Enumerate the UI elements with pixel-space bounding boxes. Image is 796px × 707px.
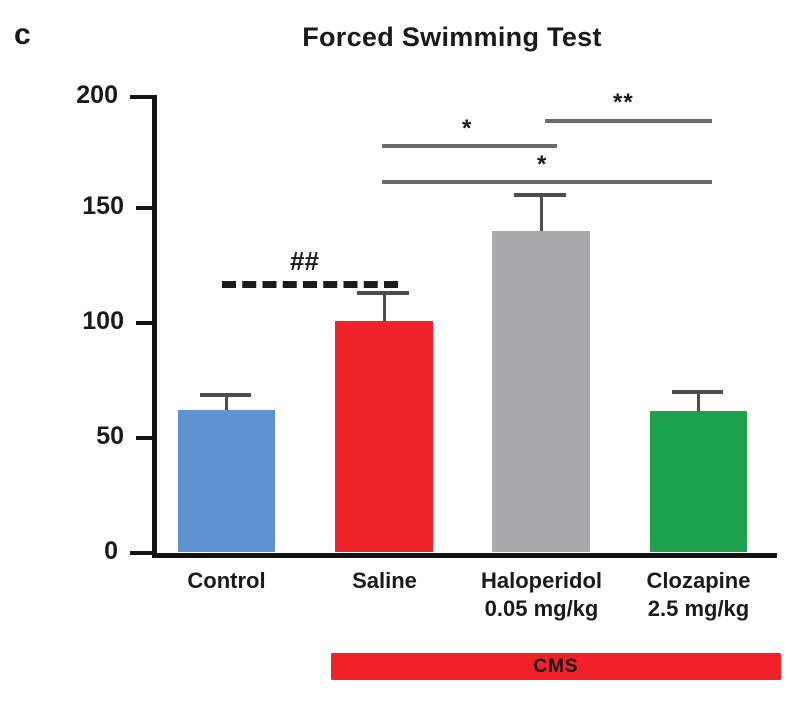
bar-haloperidol xyxy=(492,231,590,552)
x-tick-label-clozapine-line2: 2.5 mg/kg xyxy=(647,596,750,622)
significance-line-saline-clozapine xyxy=(382,180,712,184)
y-tick-0: 0 xyxy=(104,537,153,565)
cms-group-band: CMS xyxy=(331,653,781,680)
y-tick-label-0: 0 xyxy=(104,537,118,565)
y-tick-label-150: 150 xyxy=(82,192,124,220)
bar-control xyxy=(178,410,275,552)
chart-title: Forced Swimming Test xyxy=(302,22,602,52)
error-bar-cap-haloperidol xyxy=(514,193,566,197)
error-bar-cap-clozapine xyxy=(672,390,723,394)
panel-label: c xyxy=(14,18,31,51)
y-tick-200: 200 xyxy=(76,81,153,109)
y-tick-label-200: 200 xyxy=(76,81,118,109)
x-tick-label-haloperidol-line1: Haloperidol xyxy=(480,568,602,593)
x-tick-label-control: Control xyxy=(128,567,325,595)
dashed-reference-line xyxy=(222,281,398,288)
bar-saline xyxy=(335,321,433,552)
significance-label-single-star-mid: * xyxy=(462,115,473,142)
error-bar-cap-control xyxy=(200,393,251,397)
significance-label-double-star: ** xyxy=(613,89,634,116)
error-bar-cap-saline xyxy=(357,291,409,295)
error-bar-stem-saline xyxy=(383,293,386,321)
significance-label-single-star-low: * xyxy=(537,151,548,178)
error-bar-stem-clozapine xyxy=(697,392,700,411)
error-bar-stem-haloperidol xyxy=(540,195,543,231)
significance-line-saline-haloperidol xyxy=(382,144,557,148)
significance-line-haloperidol-clozapine xyxy=(545,119,712,123)
x-tick-label-clozapine-line1: Clozapine xyxy=(646,568,751,593)
bar-clozapine xyxy=(650,411,747,552)
x-tick-label-haloperidol: Haloperidol 0.05 mg/kg xyxy=(443,567,640,623)
x-tick-label-saline-line1: Saline xyxy=(352,568,417,593)
x-tick-label-saline: Saline xyxy=(286,567,483,595)
y-tick-100: 100 xyxy=(82,307,153,335)
x-tick-label-clozapine: Clozapine 2.5 mg/kg xyxy=(600,567,796,623)
y-tick-50: 50 xyxy=(96,422,153,450)
y-tick-label-100: 100 xyxy=(82,307,124,335)
y-axis-line xyxy=(152,95,157,558)
x-axis-line xyxy=(152,553,777,558)
hash-significance-label: ## xyxy=(290,246,319,276)
y-tick-150: 150 xyxy=(82,192,153,220)
x-tick-label-haloperidol-line2: 0.05 mg/kg xyxy=(484,596,599,622)
error-bar-stem-control xyxy=(225,395,228,410)
plot-area: 0 50 100 150 200 ** xyxy=(76,81,777,565)
cms-group-band-label: CMS xyxy=(533,655,579,677)
y-tick-label-50: 50 xyxy=(96,422,124,450)
x-tick-label-control-line1: Control xyxy=(187,568,266,593)
